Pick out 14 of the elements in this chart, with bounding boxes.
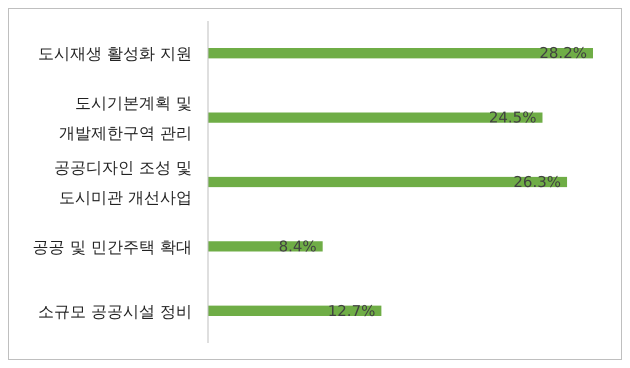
bar	[208, 48, 593, 58]
y-tick-label: 도시재생 활성화 지원	[38, 44, 192, 63]
data-label: 12.7%	[328, 302, 376, 320]
y-tick-label: 공공 및 민간주택 확대	[32, 236, 192, 256]
bar	[208, 176, 568, 188]
y-tick-label: 도시기본계획 및 개발제한구역 관리	[58, 93, 192, 142]
y-tick-label: 공공디자인 조성 및 도시미관 개선사업	[54, 158, 192, 206]
data-label: 24.5%	[488, 108, 536, 127]
data-label: 28.2%	[539, 44, 587, 62]
bar	[208, 306, 382, 316]
data-label: 8.4%	[278, 237, 317, 256]
bar	[208, 112, 542, 123]
data-label: 26.3%	[513, 173, 562, 191]
y-tick-label: 소규모 공공시설 정비	[38, 301, 192, 320]
